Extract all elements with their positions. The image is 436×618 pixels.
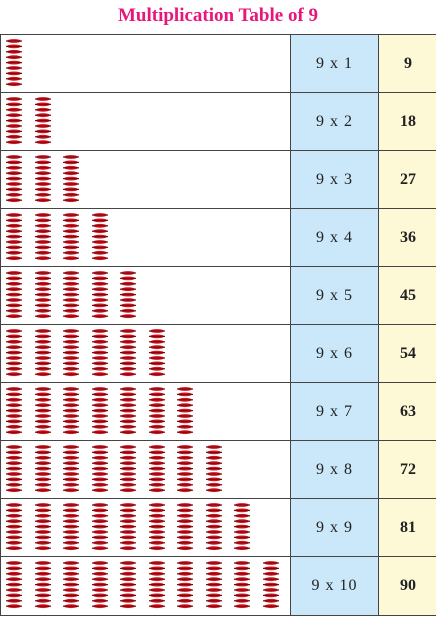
dragonfly-group-icon [33,386,53,436]
dragonfly-group-icon [33,328,53,378]
groups-cell [1,93,291,150]
groups-cell [1,499,291,556]
dragonfly-group-icon [261,560,281,610]
table-row: 9 x 6 54 [1,325,436,383]
expression-cell: 9 x 1 [291,35,379,92]
groups-cell [1,267,291,324]
result-cell: 9 [379,35,436,92]
expression-cell: 9 x 10 [291,557,379,615]
dragonfly-group-icon [90,502,110,552]
expression-cell: 9 x 3 [291,151,379,208]
dragonfly-group-icon [4,444,24,494]
dragonfly-group-icon [232,502,252,552]
result-cell: 54 [379,325,436,382]
dragonfly-group-icon [4,386,24,436]
dragonfly-group-icon [4,502,24,552]
dragonfly-group-icon [147,444,167,494]
dragonfly-group-icon [61,212,81,262]
dragonfly-group-icon [175,386,195,436]
dragonfly-group-icon [61,560,81,610]
dragonfly-group-icon [61,270,81,320]
result-cell: 27 [379,151,436,208]
dragonfly-group-icon [118,560,138,610]
result-cell: 72 [379,441,436,498]
expression-cell: 9 x 2 [291,93,379,150]
dragonfly-group-icon [204,444,224,494]
result-cell: 45 [379,267,436,324]
dragonfly-group-icon [147,502,167,552]
groups-cell [1,325,291,382]
dragonfly-group-icon [61,154,81,204]
table-row: 9 x 10 90 [1,557,436,616]
dragonfly-group-icon [118,502,138,552]
result-cell: 63 [379,383,436,440]
dragonfly-group-icon [118,386,138,436]
dragonfly-group-icon [33,154,53,204]
groups-cell [1,441,291,498]
dragonfly-group-icon [61,328,81,378]
dragonfly-group-icon [175,444,195,494]
groups-cell [1,151,291,208]
dragonfly-group-icon [4,212,24,262]
dragonfly-group-icon [4,38,24,88]
dragonfly-group-icon [147,560,167,610]
dragonfly-group-icon [175,502,195,552]
result-cell: 18 [379,93,436,150]
dragonfly-group-icon [147,386,167,436]
dragonfly-group-icon [118,270,138,320]
groups-cell [1,209,291,266]
dragonfly-group-icon [118,444,138,494]
dragonfly-group-icon [147,328,167,378]
groups-cell [1,35,291,92]
dragonfly-group-icon [90,386,110,436]
expression-cell: 9 x 5 [291,267,379,324]
dragonfly-group-icon [61,502,81,552]
groups-cell [1,557,291,615]
result-cell: 90 [379,557,436,615]
dragonfly-group-icon [90,270,110,320]
multiplication-table: 9 x 1 9 9 x 2 18 9 x 3 27 9 x 4 36 9 x 5… [0,34,436,616]
dragonfly-group-icon [61,444,81,494]
dragonfly-group-icon [118,328,138,378]
table-row: 9 x 4 36 [1,209,436,267]
dragonfly-group-icon [90,212,110,262]
dragonfly-group-icon [4,560,24,610]
dragonfly-group-icon [204,560,224,610]
expression-cell: 9 x 9 [291,499,379,556]
dragonfly-group-icon [4,270,24,320]
dragonfly-group-icon [33,96,53,146]
dragonfly-group-icon [4,96,24,146]
page-title: Multiplication Table of 9 [117,5,319,26]
result-cell: 36 [379,209,436,266]
dragonfly-group-icon [33,212,53,262]
dragonfly-group-icon [204,502,224,552]
dragonfly-group-icon [4,154,24,204]
table-row: 9 x 2 18 [1,93,436,151]
dragonfly-group-icon [90,328,110,378]
dragonfly-group-icon [33,444,53,494]
dragonfly-group-icon [33,502,53,552]
table-row: 9 x 5 45 [1,267,436,325]
dragonfly-group-icon [232,560,252,610]
dragonfly-group-icon [33,270,53,320]
dragonfly-group-icon [4,328,24,378]
dragonfly-group-icon [90,444,110,494]
expression-cell: 9 x 8 [291,441,379,498]
expression-cell: 9 x 6 [291,325,379,382]
table-row: 9 x 1 9 [1,35,436,93]
dragonfly-group-icon [175,560,195,610]
dragonfly-group-icon [33,560,53,610]
expression-cell: 9 x 7 [291,383,379,440]
groups-cell [1,383,291,440]
dragonfly-group-icon [90,560,110,610]
table-row: 9 x 7 63 [1,383,436,441]
expression-cell: 9 x 4 [291,209,379,266]
table-row: 9 x 3 27 [1,151,436,209]
dragonfly-group-icon [61,386,81,436]
result-cell: 81 [379,499,436,556]
table-row: 9 x 9 81 [1,499,436,557]
table-row: 9 x 8 72 [1,441,436,499]
